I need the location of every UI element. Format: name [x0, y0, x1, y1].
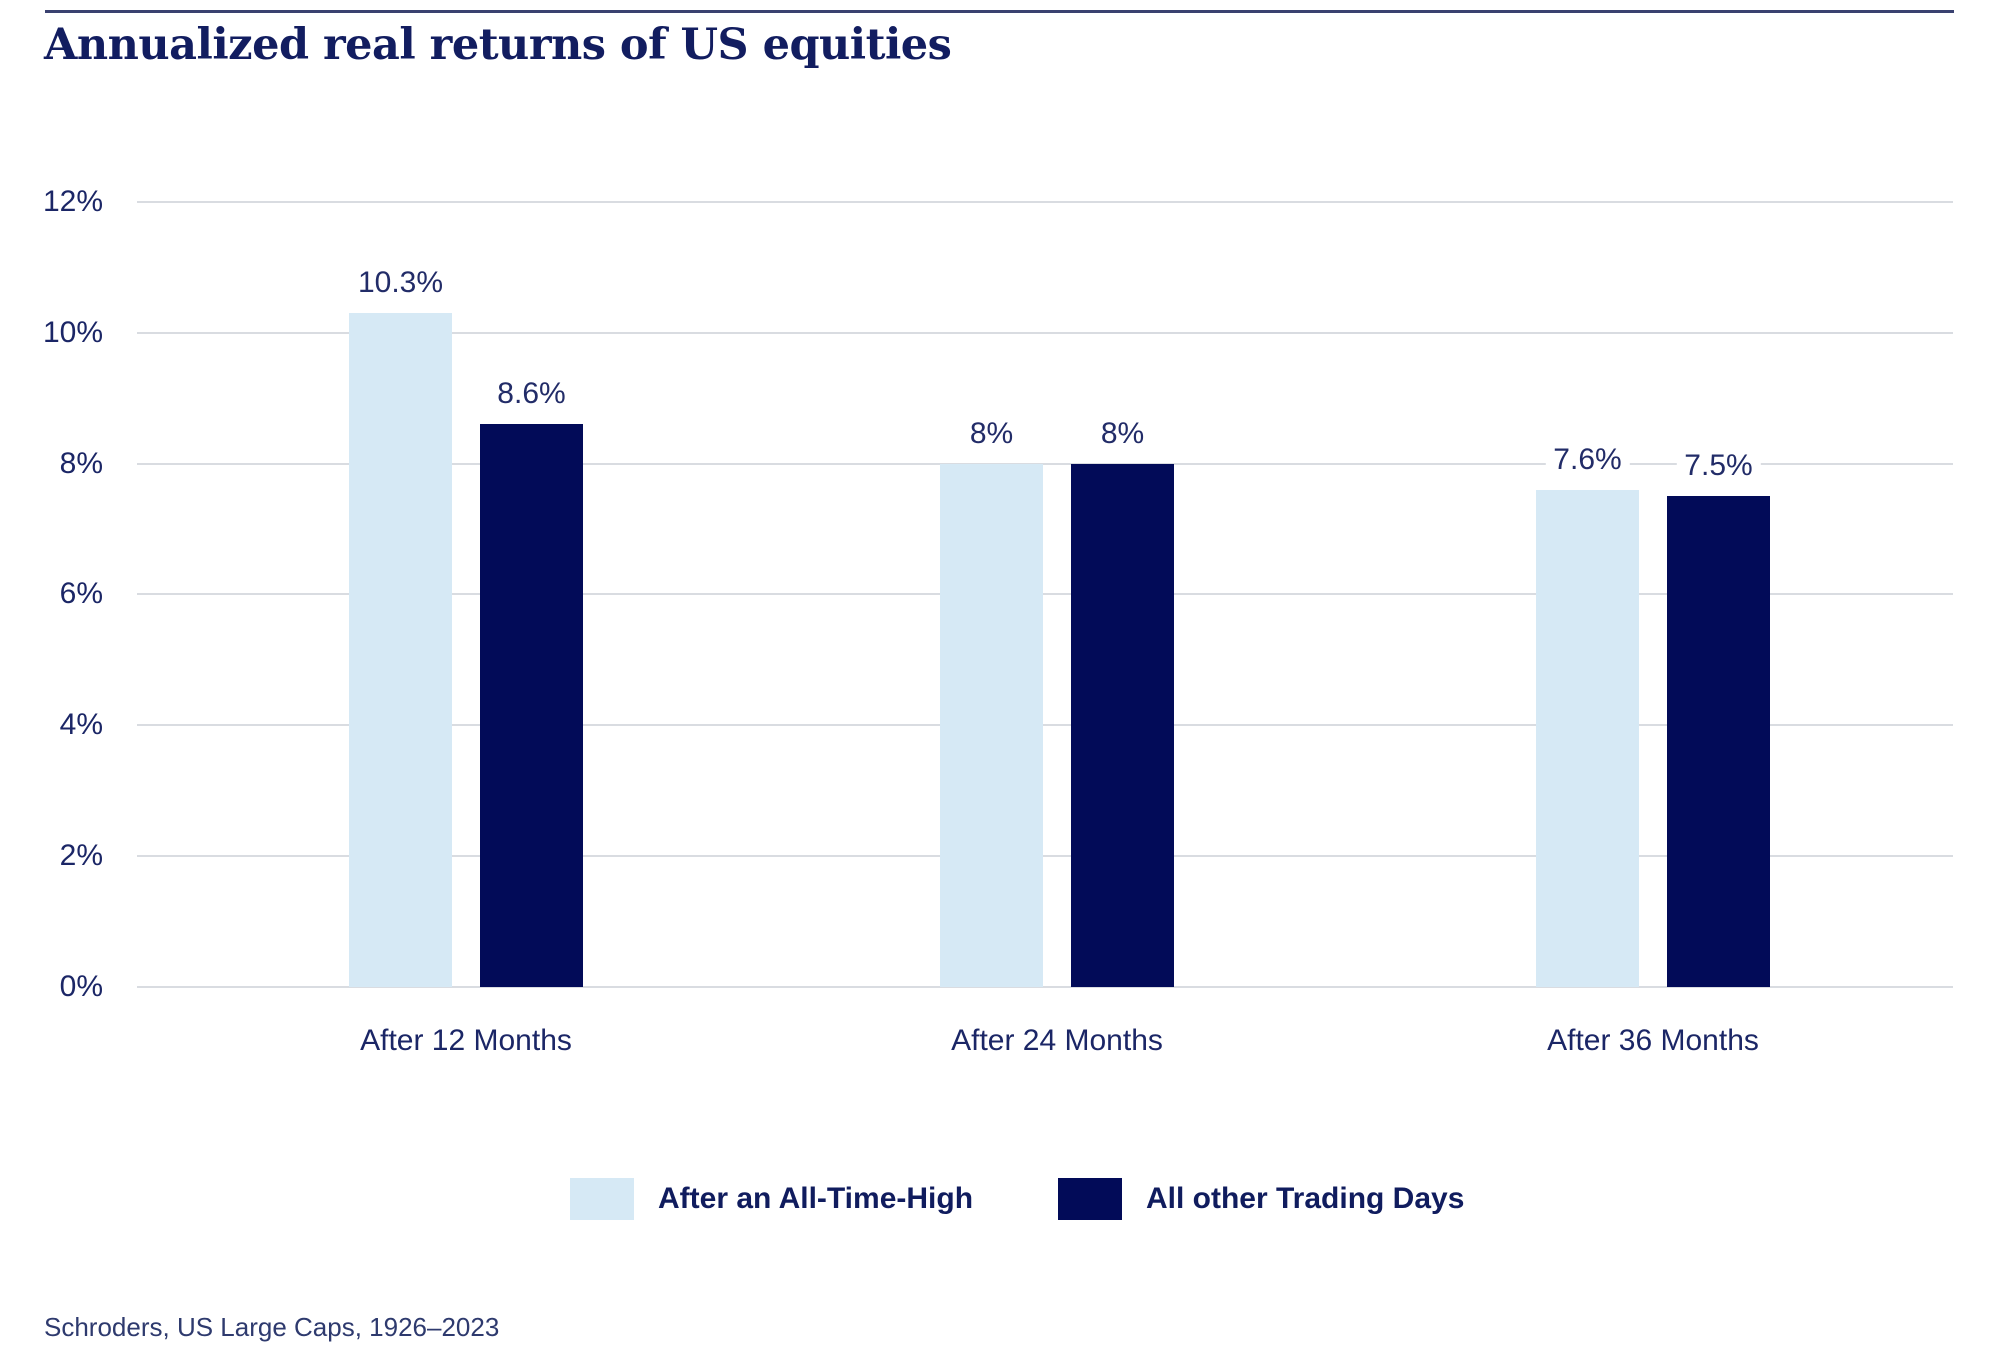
bar-all-other-trading-days-after-36-months [1667, 496, 1770, 987]
gridline-6 [137, 593, 1953, 596]
top-rule [45, 10, 1954, 13]
bar-all-other-trading-days-after-24-months [1071, 463, 1174, 987]
bar-value-label-after-an-all-time-high-after-12-months: 10.3% [349, 263, 452, 304]
bar-value-label-after-an-all-time-high-after-24-months: 8% [961, 413, 1022, 454]
bar-value-label-all-other-trading-days-after-36-months: 7.5% [1676, 446, 1761, 487]
bar-after-an-all-time-high-after-24-months [940, 463, 1043, 987]
y-axis-tick-label-8: 8% [59, 446, 103, 480]
gridline-12 [137, 200, 1953, 203]
gridline-0 [137, 986, 1953, 988]
x-category-label-after-12-months: After 12 Months [360, 1024, 572, 1057]
y-axis-tick-label-0: 0% [59, 970, 103, 1003]
y-axis-tick-label-10: 10% [42, 315, 103, 349]
x-category-label-after-36-months: After 36 Months [1547, 1024, 1759, 1057]
chart-legend: After an All-Time-High All other Trading… [0, 1178, 2000, 1238]
source-note: Schroders, US Large Caps, 1926–2023 [44, 1312, 500, 1342]
y-axis-tick-label-2: 2% [59, 839, 103, 873]
y-axis-tick-label-6: 6% [59, 577, 103, 611]
legend-label-all-other-trading-days: All other Trading Days [1146, 1182, 1465, 1215]
gridline-2 [137, 855, 1953, 858]
bar-value-label-all-other-trading-days-after-12-months: 8.6% [489, 374, 574, 415]
y-axis-tick-label-12: 12% [42, 184, 103, 218]
legend-item-after-all-time-high: After an All-Time-High [570, 1178, 973, 1220]
y-axis-tick-label-4: 4% [59, 708, 103, 742]
gridline-10 [137, 331, 1953, 334]
gridline-8 [137, 462, 1953, 465]
x-category-label-after-24-months: After 24 Months [951, 1024, 1163, 1057]
legend-swatch-dark-navy [1058, 1178, 1122, 1220]
gridline-4 [137, 724, 1953, 727]
legend-label-after-all-time-high: After an All-Time-High [658, 1182, 974, 1215]
bar-all-other-trading-days-after-12-months [480, 424, 583, 987]
chart-title: Annualized real returns of US equities [44, 20, 952, 70]
bar-after-an-all-time-high-after-36-months [1536, 489, 1639, 987]
bar-value-label-all-other-trading-days-after-24-months: 8% [1092, 413, 1153, 454]
legend-swatch-light-blue [570, 1178, 634, 1220]
bar-value-label-after-an-all-time-high-after-36-months: 7.6% [1545, 439, 1630, 480]
legend-item-all-other-trading-days: All other Trading Days [1058, 1178, 1464, 1220]
bar-after-an-all-time-high-after-12-months [349, 313, 452, 987]
